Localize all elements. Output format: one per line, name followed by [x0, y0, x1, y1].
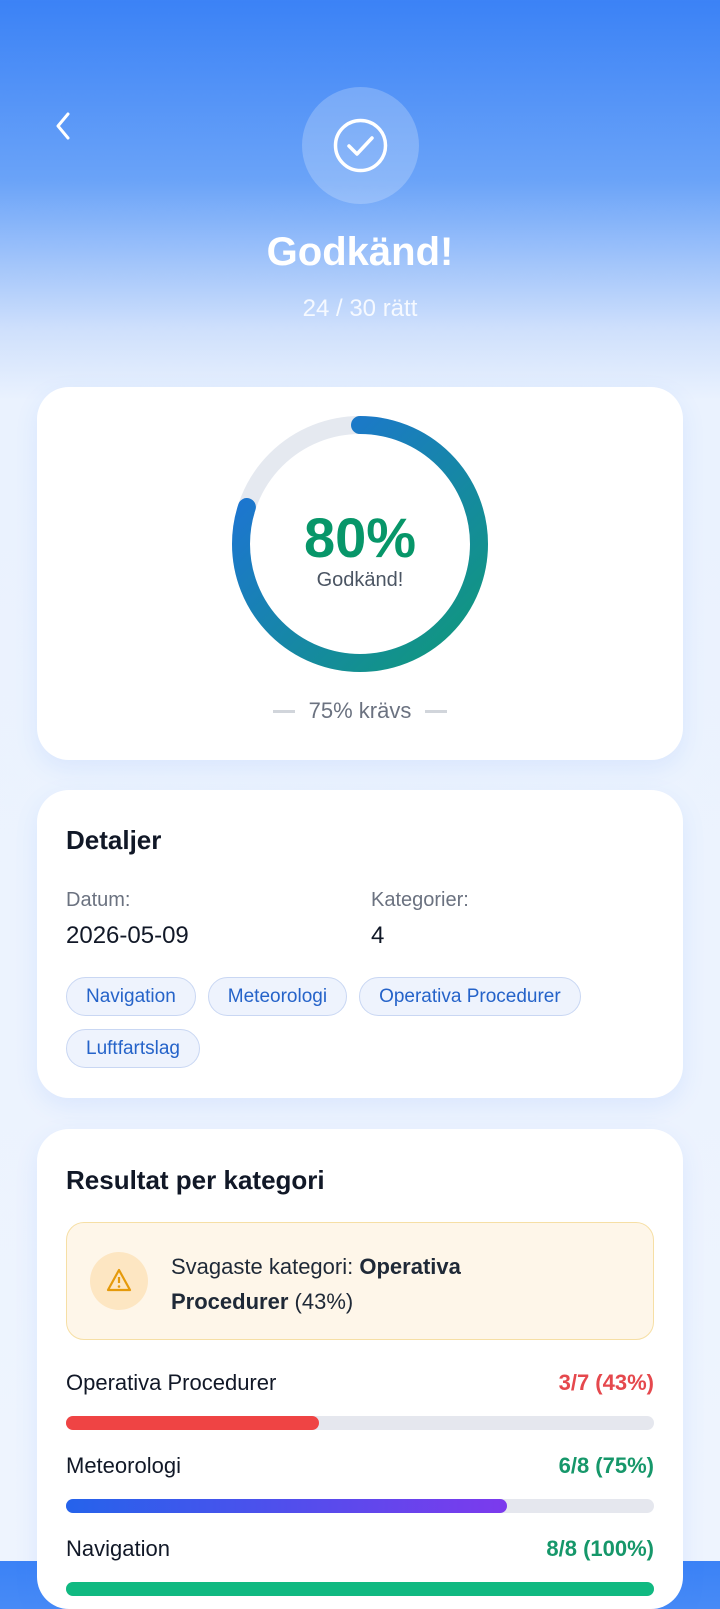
score-card: 80% Godkänd! 75% krävs	[37, 387, 683, 760]
title: Godkänd!	[266, 230, 454, 274]
ring-arc	[232, 416, 488, 672]
results-title: Resultat per kategori	[66, 1165, 325, 1195]
category-tag: Luftfartslag	[66, 1029, 200, 1068]
subtitle: 24 / 30 rätt	[302, 295, 418, 322]
category-score: 8/8 (100%)	[546, 1536, 654, 1561]
category-name: Operativa Procedurer	[66, 1370, 277, 1395]
category-name: Navigation	[66, 1536, 170, 1561]
score-status: Godkänd!	[316, 569, 404, 591]
details-card: Detaljer Datum: 2026-05-09 Kategorier: 4…	[37, 790, 683, 1098]
details-title: Detaljer	[66, 825, 162, 855]
date-label: Datum:	[66, 889, 131, 911]
required-row: 75% krävs	[37, 698, 683, 724]
weakest-box: Svagaste kategori: Operativa Procedurer …	[66, 1222, 654, 1340]
categories-label: Kategorier:	[371, 889, 469, 911]
tag-list: Navigation Meteorologi Operativa Procedure…	[66, 977, 666, 1068]
success-icon	[302, 87, 419, 204]
bar-fill	[66, 1499, 507, 1513]
categories-count: 4	[371, 922, 385, 949]
weakest-prefix: Svagaste kategori:	[171, 1254, 354, 1279]
weakest-text: Svagaste kategori: Operativa Procedurer …	[171, 1249, 571, 1319]
required-text: 75% krävs	[308, 698, 412, 723]
category-tag: Meteorologi	[207, 977, 348, 1016]
category-score: 3/7 (43%)	[558, 1370, 654, 1395]
bar-fill	[66, 1582, 654, 1596]
date-value: 2026-05-09	[66, 922, 189, 949]
back-button[interactable]	[40, 104, 84, 148]
weakest-percent: (43%)	[294, 1289, 354, 1314]
bar-fill	[66, 1416, 319, 1430]
score-ring	[232, 416, 488, 672]
results-card: Resultat per kategori Svagaste kategori:…	[37, 1129, 683, 1609]
category-score: 6/8 (75%)	[558, 1453, 654, 1478]
weakest-name: Operativa Procedurer	[171, 1254, 461, 1314]
category-tag: Navigation	[66, 977, 196, 1016]
category-name: Meteorologi	[66, 1453, 181, 1478]
category-tag: Operativa Procedurer	[359, 977, 581, 1016]
warning-icon	[90, 1252, 148, 1310]
score-percent: 80%	[303, 506, 417, 569]
